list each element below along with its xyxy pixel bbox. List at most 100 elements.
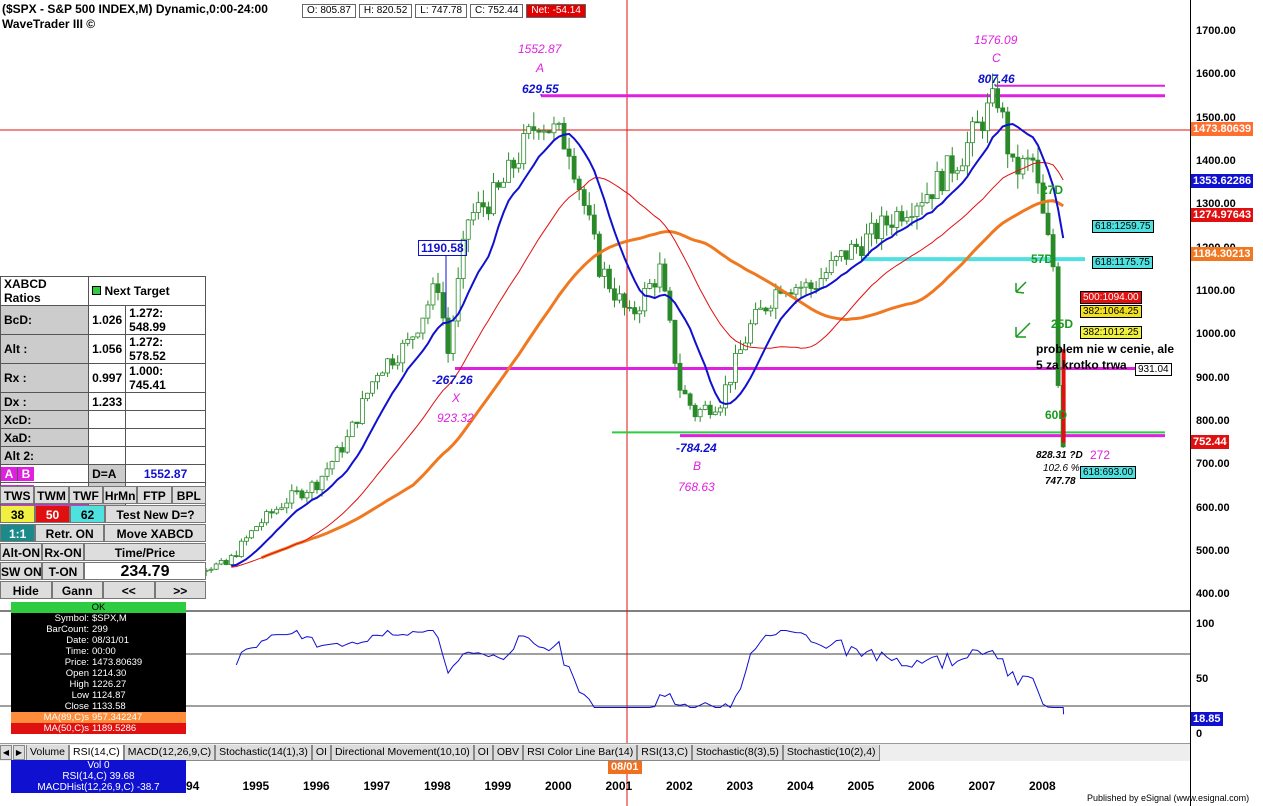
control-button[interactable]: 38 <box>0 505 35 523</box>
control-button[interactable]: Test New D=? <box>105 505 206 523</box>
d-percent: 102.6 % <box>1043 463 1080 474</box>
candle-body <box>929 194 935 200</box>
point-button[interactable]: A <box>1 466 18 481</box>
candle-body <box>894 211 900 228</box>
control-button[interactable]: HrMn <box>102 486 138 504</box>
control-button[interactable]: << <box>103 581 155 599</box>
candle-body <box>1061 349 1066 443</box>
indicator-tab[interactable]: OI <box>473 744 493 761</box>
b-swing-label: -784.24 <box>676 441 717 455</box>
candle-body <box>395 362 401 366</box>
control-button[interactable]: TWM <box>34 486 69 504</box>
control-button[interactable]: T-ON <box>42 562 84 580</box>
indicator-tab[interactable]: Stochastic(14(1),3) <box>215 744 312 761</box>
control-button[interactable]: Time/Price <box>84 543 206 561</box>
candle-body <box>959 165 965 172</box>
xabcd-cell: BcD: <box>0 305 90 335</box>
candle-body <box>1020 158 1026 175</box>
candle-body <box>632 307 638 315</box>
control-button[interactable]: 50 <box>35 505 70 523</box>
candle-body <box>682 389 688 395</box>
control-button[interactable]: TWS <box>0 486 35 504</box>
xabcd-row: XcD: <box>0 410 206 429</box>
indicator-tab[interactable]: OI <box>311 744 331 761</box>
time-25d: 25D <box>1051 317 1074 331</box>
control-button[interactable]: Alt-ON <box>0 543 42 561</box>
control-button[interactable]: FTP <box>137 486 172 504</box>
control-button[interactable]: Rx-ON <box>42 543 84 561</box>
data-window-row: Symbol: $SPX,M <box>11 613 186 624</box>
control-button[interactable]: 1:1 <box>0 524 36 542</box>
indicator-tab[interactable]: Stochastic(8(3),5) <box>691 744 783 761</box>
ma-50-line <box>231 161 1064 568</box>
data-key: Close <box>64 701 89 712</box>
point-x-label: X <box>452 391 461 405</box>
candle-body <box>879 215 885 240</box>
candle-body <box>233 555 239 558</box>
indicator-tab[interactable]: Directional Movement(10,10) <box>330 744 474 761</box>
indicator-tab[interactable]: OBV <box>492 744 524 761</box>
d-projection: 828.31 ?D <box>1036 450 1083 461</box>
control-button[interactable]: Hide <box>0 581 52 599</box>
price-tick-label: 500.00 <box>1196 544 1230 557</box>
candle-body <box>607 268 612 290</box>
control-button[interactable]: SW ON <box>0 562 42 580</box>
chart-title: ($SPX - S&P 500 INDEX,M) Dynamic,0:00-24… <box>2 2 268 16</box>
macd-readout: MACDHist(12,26,9,C) -38.7 <box>37 782 160 793</box>
candle-body <box>707 404 713 416</box>
candle-body <box>375 374 380 383</box>
data-window-row: Price: 1473.80639 <box>11 657 186 668</box>
price-tick-label: 400.00 <box>1196 588 1230 601</box>
candle-body <box>924 194 930 204</box>
low-value: L: 747.78 <box>415 4 468 18</box>
xabcd-cell: 1.233 <box>88 392 127 411</box>
price-tick-label: 1400.00 <box>1196 154 1236 167</box>
control-button[interactable]: Move XABCD <box>104 524 206 542</box>
a-swing-label: 629.55 <box>522 82 559 96</box>
indicator-tab[interactable]: RSI(14,C) <box>69 744 124 761</box>
indicator-tab[interactable]: RSI(13,C) <box>637 744 692 761</box>
candle-body <box>531 126 537 131</box>
control-button[interactable]: Gann <box>51 581 103 599</box>
xabcd-row: Dx :1.233 <box>0 392 206 411</box>
candle-body <box>909 216 915 218</box>
ohlc-readout: O: 805.87 H: 820.52 L: 747.78 C: 752.44 … <box>302 4 586 18</box>
candle-body <box>445 317 451 354</box>
control-button[interactable]: TWF <box>68 486 103 504</box>
tab-prev-icon[interactable]: ◀ <box>0 745 12 760</box>
candle-body <box>566 148 572 157</box>
d-272: 272 <box>1090 448 1111 462</box>
candle-body <box>430 283 436 306</box>
time-60d: 60D <box>1045 408 1068 422</box>
candle-body <box>279 507 285 510</box>
candle-body <box>581 189 587 206</box>
control-button[interactable]: 234.79 <box>84 562 206 580</box>
indicator-tab[interactable]: RSI Color Line Bar(14) <box>523 744 638 761</box>
indicator-tab[interactable]: Volume <box>26 744 70 761</box>
control-button[interactable]: Retr. ON <box>35 524 104 542</box>
control-button[interactable]: 62 <box>70 505 105 523</box>
tab-next-icon[interactable]: ▶ <box>13 745 25 760</box>
candle-body <box>521 133 527 165</box>
price-axis[interactable] <box>1190 0 1263 806</box>
open-value: O: 805.87 <box>302 4 356 18</box>
candle-body <box>944 155 950 192</box>
candle-body <box>637 310 643 315</box>
xabcd-cell <box>125 410 206 429</box>
candle-body <box>269 511 275 514</box>
candle-body <box>914 205 920 217</box>
candle-body <box>995 88 1001 109</box>
year-label: 2008 <box>1029 779 1056 793</box>
xabcd-cell: XaD: <box>0 428 90 447</box>
indicator-tab[interactable]: MACD(12,26,9,C) <box>123 744 216 761</box>
point-button[interactable]: B <box>18 466 34 481</box>
control-button[interactable]: BPL <box>171 486 206 504</box>
candle-body <box>365 392 370 400</box>
rsi-tick-label: 50 <box>1196 673 1209 685</box>
indicator-tab[interactable]: Stochastic(10(2),4) <box>782 744 880 761</box>
control-button[interactable]: >> <box>154 581 206 599</box>
candle-body <box>254 526 259 532</box>
price-chart[interactable] <box>0 0 1190 806</box>
candle-body <box>1025 157 1031 160</box>
